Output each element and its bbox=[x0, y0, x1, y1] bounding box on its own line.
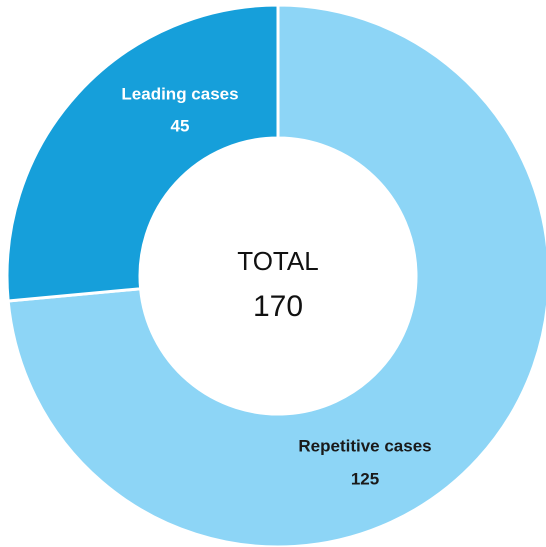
center-label: TOTAL bbox=[237, 246, 318, 276]
slice-value: 125 bbox=[351, 469, 379, 488]
slice-label: Repetitive cases bbox=[298, 436, 431, 455]
donut-slice bbox=[5, 3, 280, 303]
slice-value: 45 bbox=[171, 116, 190, 135]
center-value: 170 bbox=[253, 290, 303, 323]
donut-slice bbox=[6, 3, 546, 547]
slice-label: Leading cases bbox=[121, 84, 238, 103]
